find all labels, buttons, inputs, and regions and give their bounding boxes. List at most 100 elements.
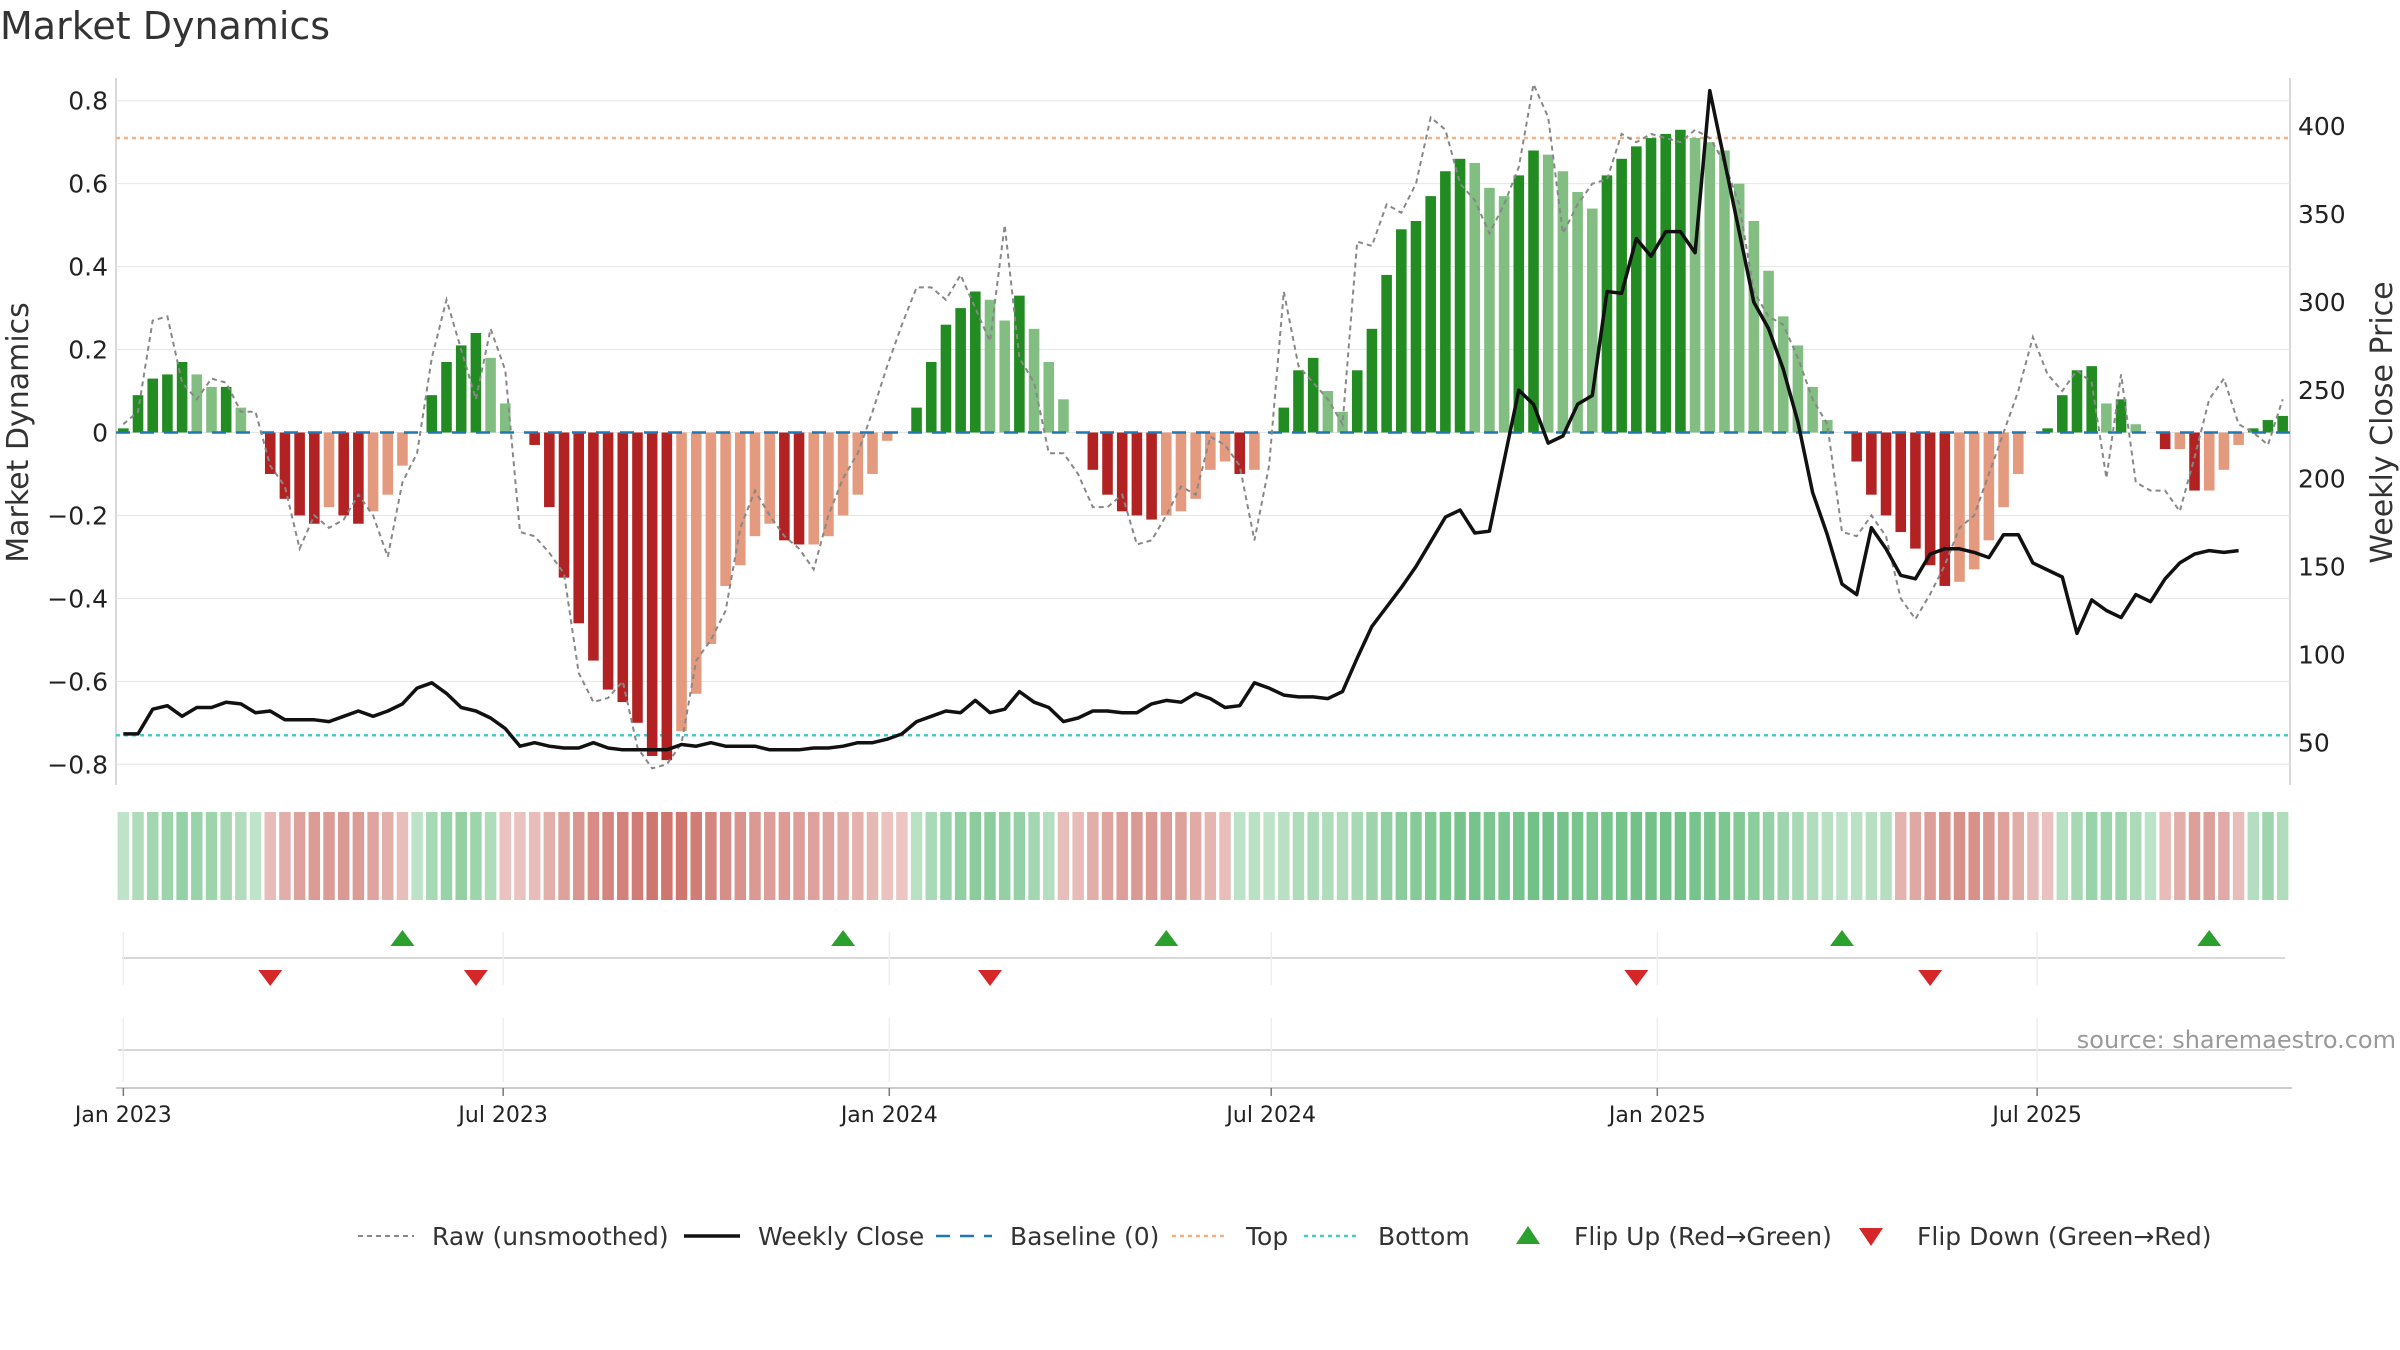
bar [1748, 221, 1760, 433]
regime-strip-cell [1233, 812, 1246, 900]
y-tick-label-left: 0.8 [68, 87, 108, 116]
regime-strip-cell [763, 812, 776, 900]
x-tick-label: Jul 2025 [1990, 1103, 2082, 1128]
bar [940, 324, 952, 433]
regime-strip-cell [984, 812, 996, 900]
bar [808, 432, 820, 545]
y-tick-label-left: −0.6 [47, 667, 108, 696]
regime-strip-cell [2159, 812, 2171, 900]
bar [2012, 432, 2024, 474]
bar [1219, 432, 1231, 462]
bar [309, 432, 320, 524]
legend-swatch-flip-up-icon [1516, 1226, 1540, 1244]
y-tick-label-right: 150 [2298, 552, 2346, 581]
regime-strip-cell [1880, 812, 1892, 900]
bar [573, 432, 584, 624]
x-tick-label: Jul 2024 [1224, 1103, 1316, 1128]
bar [191, 374, 203, 433]
bar [1249, 432, 1260, 470]
regime-strip-cell [1248, 812, 1261, 900]
bar [1278, 407, 1290, 433]
regime-strip-cell [1189, 812, 1202, 900]
regime-strip-cell [1380, 812, 1393, 900]
bar [779, 432, 790, 541]
regime-strip-cell [1439, 812, 1452, 900]
bar [823, 432, 834, 537]
flip-down-marker [258, 970, 283, 986]
regime-strip-cell [235, 812, 247, 900]
bar [2057, 395, 2068, 433]
regime-strip-cell [1689, 812, 1701, 900]
y-axis-title-left: Market Dynamics [1, 302, 36, 563]
y-tick-label-right: 400 [2298, 112, 2346, 141]
regime-strip-cell [2115, 812, 2127, 900]
bar [147, 378, 159, 433]
bar [1513, 175, 1525, 433]
bar [867, 432, 878, 474]
y-tick-label-right: 100 [2298, 641, 2346, 670]
bar [1954, 432, 1965, 582]
bar [881, 432, 893, 441]
regime-strip-cell [1160, 812, 1173, 900]
bar [2262, 420, 2274, 433]
bar [1205, 432, 1216, 470]
bar [705, 432, 717, 644]
regime-strip-cell [1748, 812, 1760, 900]
regime-strip-cell [793, 812, 805, 900]
regime-strip-cell [719, 812, 732, 900]
regime-strip-cell [1057, 812, 1070, 900]
regime-strip-cell [969, 812, 982, 900]
regime-strip-cell [367, 812, 379, 900]
regime-strip-cell [602, 812, 614, 900]
bar [735, 432, 746, 566]
bar [1998, 432, 2009, 508]
bar [1396, 229, 1407, 433]
bar [690, 432, 702, 694]
regime-strip-cell [1953, 812, 1966, 900]
regime-strip-cell [2071, 812, 2083, 900]
regime-strip-cell [822, 812, 835, 900]
regime-strip-cell [1278, 812, 1290, 900]
flip-down-marker [1918, 970, 1943, 986]
regime-strip-cell [1145, 812, 1158, 900]
bar [1131, 432, 1143, 516]
legend-label: Top [1245, 1222, 1288, 1251]
bar [455, 345, 467, 433]
regime-strip-cell [2027, 812, 2039, 900]
regime-strip-cell [1131, 812, 1143, 900]
regime-strip-cell [1895, 812, 1907, 900]
bar [1851, 432, 1862, 462]
regime-strip-cell [1571, 812, 1584, 900]
bar [235, 407, 247, 433]
regime-strip-cell [1410, 812, 1422, 900]
legend-swatch-flip-down-icon [1859, 1228, 1883, 1246]
regime-strip-cell [1939, 812, 1951, 900]
bar [749, 432, 761, 537]
regime-strip-cell [308, 812, 321, 900]
bar [1116, 432, 1128, 512]
bar [2042, 428, 2053, 433]
bar [720, 432, 731, 586]
bar [1689, 138, 1701, 433]
regime-strip-cell [1175, 812, 1187, 900]
bar [632, 432, 643, 723]
regime-strip-cell [1645, 812, 1657, 900]
bar [1631, 146, 1642, 433]
regime-strip-cell [352, 812, 365, 900]
regime-strip-cell [881, 812, 893, 900]
bar [1968, 432, 1980, 570]
regime-strip-cell [1087, 812, 1099, 900]
regime-strip-cell [1013, 812, 1026, 900]
regime-strip-cell [1983, 812, 1995, 900]
bar [1924, 432, 1936, 566]
bar [661, 432, 673, 761]
bar [1322, 391, 1334, 433]
regime-strip-cell [1792, 812, 1804, 900]
bar [162, 374, 173, 433]
bar [1719, 150, 1730, 433]
bar [2174, 432, 2186, 450]
bar [220, 386, 232, 433]
legend-item: Flip Up (Red→Green) [1516, 1222, 1832, 1251]
regime-strip-cell [954, 812, 967, 900]
bar [279, 432, 291, 499]
